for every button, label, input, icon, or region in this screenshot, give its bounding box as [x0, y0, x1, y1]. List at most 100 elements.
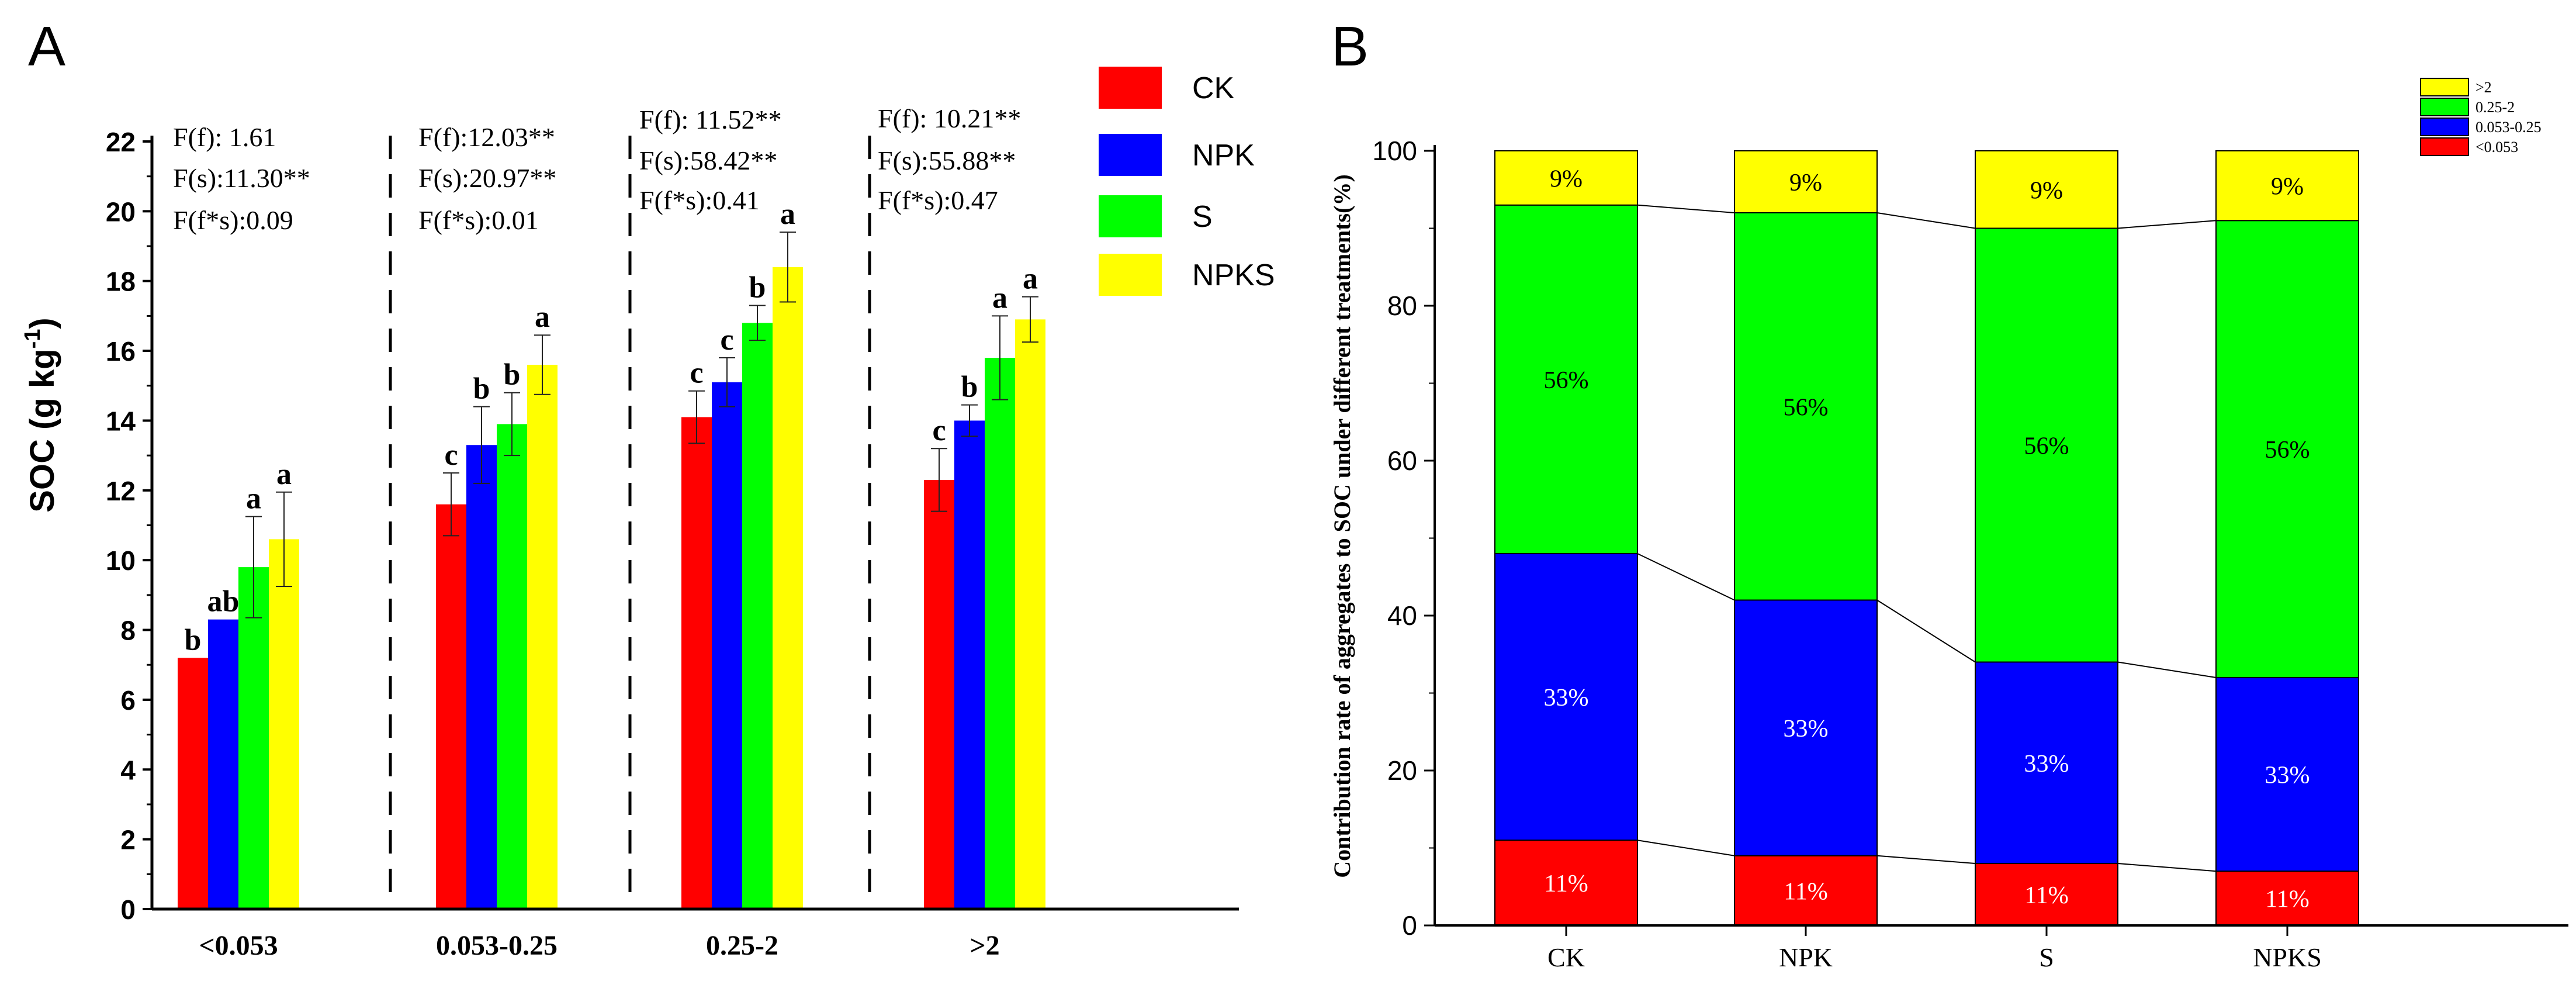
f-stat-annotation-1-0: F(f):12.03**: [418, 122, 555, 152]
f-stat-annotation-2-2: F(f*s):0.41: [639, 185, 760, 215]
legend-swatch-NPK: [1099, 134, 1162, 176]
segment-label-NPK-0.053-0.25: 33%: [1784, 716, 1829, 742]
panel-a-y-axis-title: SOC (g kg-1): [20, 317, 61, 512]
segment-label-NPK-0.25-2: 56%: [1784, 394, 1829, 421]
stacked-bar-NPK-0.25-2: [1734, 212, 1878, 601]
segment-label-S->2: 9%: [2030, 177, 2063, 204]
significance-letter-CK-3: c: [932, 414, 946, 447]
bar-S-0: [238, 567, 269, 909]
bar-S-1: [497, 424, 527, 909]
stacked-bar-S-0.25-2: [1975, 227, 2118, 663]
stacked-bar-CK-0.25-2: [1494, 204, 1638, 554]
f-stat-annotation-0-2: F(f*s):0.09: [173, 205, 293, 235]
segment-label-CK-0.25-2: 56%: [1544, 367, 1589, 394]
segment-label-NPK->2: 9%: [1789, 170, 1822, 196]
f-stat-annotation-2-0: F(f): 11.52**: [639, 105, 782, 134]
f-stat-annotation-3-1: F(s):55.88**: [878, 146, 1016, 175]
legend-label-CK: CK: [1192, 71, 1235, 105]
y-tick-label-3: 6: [120, 685, 136, 716]
panel-a-y-axis-title-main: SOC (g kg: [23, 348, 61, 512]
panel-a-y-axis-title-close: ): [23, 317, 61, 329]
bar-NPK-1: [466, 445, 497, 909]
f-stat-annotation-0-1: F(s):11.30**: [173, 163, 310, 193]
bar-CK-2: [681, 417, 712, 909]
x-tick-label-2: S: [2039, 942, 2054, 972]
bar-NPKS-2: [773, 267, 803, 910]
connector-line-2-1: [1876, 212, 1976, 229]
segment-label-NPKS->2: 9%: [2271, 174, 2304, 201]
y-tick-label-0: 0: [120, 894, 136, 925]
significance-letter-NPKS-3: a: [1023, 262, 1038, 296]
y-tick-label-5: 100: [1372, 136, 1417, 166]
significance-letter-NPK-3: b: [961, 371, 978, 404]
connector-line-2-2: [2117, 220, 2217, 229]
x-tick-label-3: >2: [970, 930, 999, 961]
bar-CK-3: [924, 479, 954, 909]
legend-label-NPK: NPK: [1192, 139, 1255, 172]
connector-line-0-2: [2117, 863, 2217, 872]
f-stat-annotation-3-2: F(f*s):0.47: [878, 185, 998, 215]
x-tick-label-2: 0.25-2: [706, 930, 778, 961]
bar-NPKS-3: [1015, 319, 1045, 909]
x-tick-label-1: NPK: [1779, 942, 1833, 972]
y-tick-label-11: 22: [106, 127, 136, 157]
significance-letter-NPKS-2: a: [780, 198, 795, 231]
stacked-bar-NPKS->2: [2215, 150, 2359, 222]
bar-S-3: [985, 358, 1015, 909]
bar-NPK-0: [208, 619, 238, 909]
bar-CK-1: [436, 504, 466, 909]
y-tick-label-8: 16: [106, 336, 136, 367]
bar-NPKS-1: [527, 364, 558, 909]
f-stat-annotation-0-0: F(f): 1.61: [173, 122, 276, 152]
y-tick-label-0: 0: [1402, 910, 1417, 941]
bar-NPK-3: [954, 420, 985, 909]
significance-letter-CK-0: b: [185, 623, 202, 657]
stacked-bar-S->2: [1975, 150, 2118, 229]
y-tick-label-2: 4: [120, 755, 136, 785]
bar-NPK-2: [712, 382, 742, 909]
f-stat-annotation-2-1: F(s):58.42**: [639, 146, 777, 175]
legend-swatch-NPKS: [1099, 254, 1162, 296]
x-tick-label-3: NPKS: [2253, 942, 2322, 972]
y-tick-label-5: 10: [106, 545, 136, 576]
panel-b-label: B: [1331, 15, 1369, 78]
y-tick-label-7: 14: [106, 406, 136, 436]
panel-a-separators: [389, 136, 871, 903]
legend-label-0: >2: [2475, 79, 2492, 96]
legend-swatch-CK: [1099, 67, 1162, 109]
x-tick-label-1: 0.053-0.25: [436, 930, 558, 961]
stacked-bar-NPK->2: [1734, 150, 1878, 213]
significance-letter-S-1: b: [504, 358, 521, 392]
legend-label-NPKS: NPKS: [1192, 258, 1275, 292]
segment-label-NPKS-0.053-0.25: 33%: [2265, 762, 2310, 789]
bar-S-2: [742, 323, 773, 909]
segment-label-NPKS-0.25-2: 56%: [2265, 437, 2310, 464]
f-stat-annotation-3-0: F(f): 10.21**: [878, 103, 1021, 133]
stacked-bar-NPKS-0.25-2: [2215, 220, 2359, 678]
segment-label-NPK-<0.053: 11%: [1784, 878, 1827, 905]
panel-a-axes: 0 2 4 6 8 10 12 14 16 18 20 22 <0.053 0.053-0.25 0.25-…: [106, 103, 1239, 961]
significance-letter-S-0: a: [246, 482, 261, 516]
significance-letter-S-2: b: [749, 271, 766, 305]
legend-label-S: S: [1192, 200, 1213, 234]
panel-a-y-axis-title-sup: -1: [20, 329, 45, 349]
x-tick-label-0: CK: [1547, 942, 1585, 972]
y-tick-label-1: 20: [1387, 755, 1417, 786]
legend-swatch-0: [2420, 78, 2469, 96]
significance-letter-NPK-2: c: [720, 323, 733, 357]
legend-swatch-1: [2420, 98, 2469, 116]
segment-label-CK->2: 9%: [1550, 165, 1583, 192]
segment-label-CK-<0.053: 11%: [1544, 870, 1588, 897]
legend-label-2: 0.053-0.25: [2475, 119, 2542, 136]
connector-line-1-2: [2117, 661, 2217, 678]
significance-letter-NPKS-1: a: [535, 300, 550, 334]
significance-letter-NPK-1: b: [473, 372, 490, 406]
legend-swatch-S: [1099, 195, 1162, 237]
panel-b-legend: >2 0.25-2 0.053-0.25 <0.053: [2420, 78, 2542, 156]
x-tick-label-0: <0.053: [199, 930, 278, 961]
stacked-bar-CK->2: [1494, 150, 1638, 206]
legend-swatch-2: [2420, 118, 2469, 136]
stacked-bar-CK-0.053-0.25: [1494, 553, 1638, 841]
